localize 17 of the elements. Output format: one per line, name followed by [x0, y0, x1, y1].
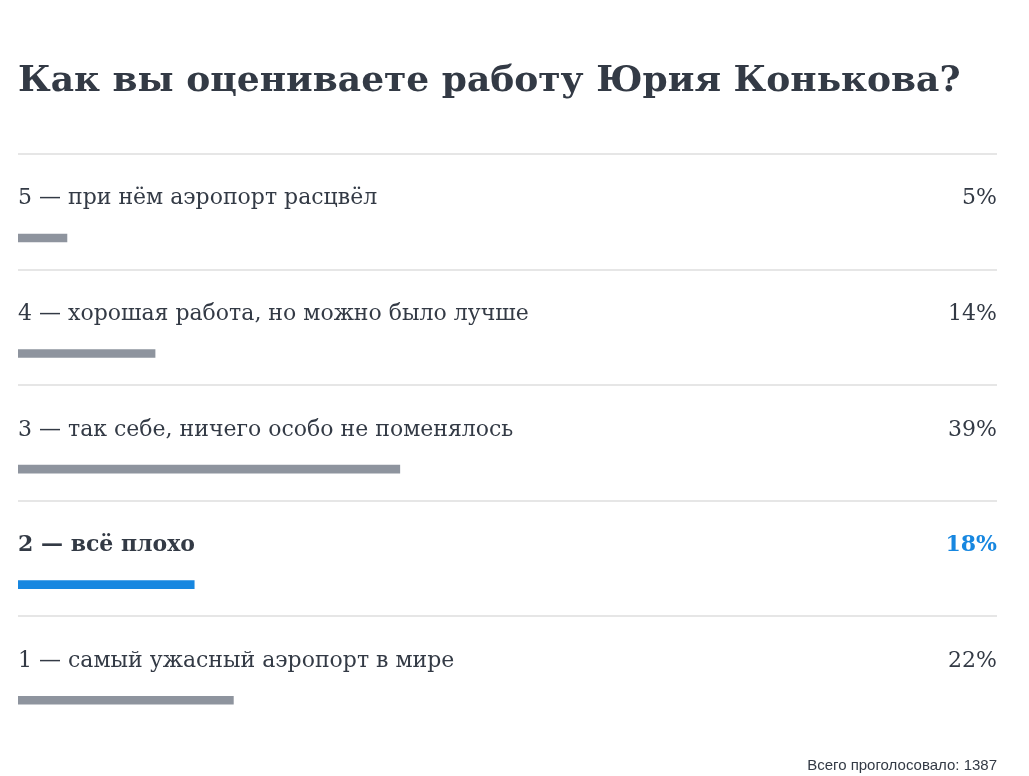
chart-title: Как вы оцениваете работу Юрия Конькова?	[18, 56, 961, 99]
y-tick-label: 2 — всё плохо	[18, 530, 196, 557]
data-label: 18%	[945, 530, 998, 557]
bar	[18, 464, 401, 474]
text: Всего проголосовало: 1387	[807, 756, 997, 773]
data-label: 22%	[948, 646, 997, 672]
data-label: 14%	[948, 299, 997, 325]
y-tick-label: 4 — хорошая работа, но можно было лучше	[18, 299, 529, 325]
bar	[18, 233, 68, 243]
data-label: 39%	[948, 415, 997, 441]
data-label: 5%	[962, 184, 997, 210]
bar	[18, 580, 195, 589]
y-tick-label: 1 — самый ужасный аэропорт в мире	[18, 646, 455, 672]
bar	[18, 349, 156, 358]
y-tick-label: 3 — так себе, ничего особо не поменялось	[18, 415, 514, 441]
y-tick-label: 5 — при нём аэропорт расцвёл	[18, 184, 378, 210]
bar	[18, 695, 234, 705]
